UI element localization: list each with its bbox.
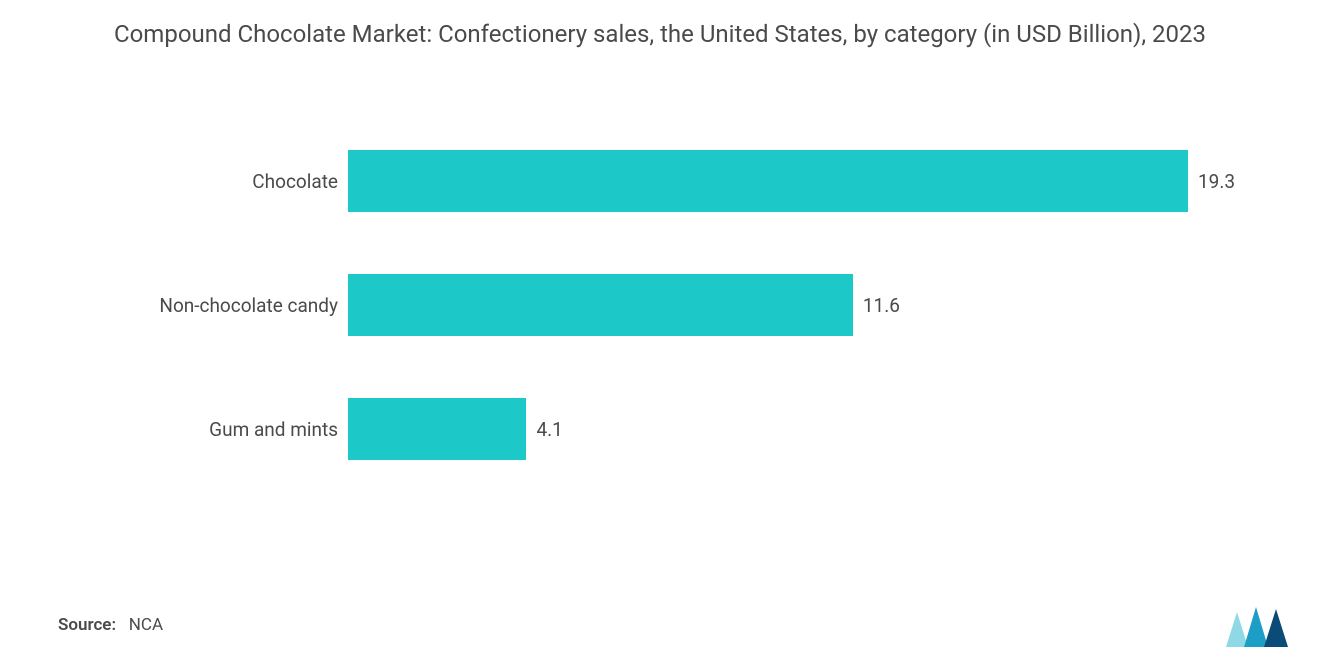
brand-logo-icon: [1226, 607, 1290, 647]
bar-wrap: 19.3: [348, 150, 1235, 212]
bar-wrap: 11.6: [348, 274, 900, 336]
category-label: Gum and mints: [0, 418, 348, 441]
bar: [348, 150, 1188, 212]
value-label: 11.6: [863, 294, 900, 317]
chart-title: Compound Chocolate Market: Confectionery…: [110, 0, 1210, 50]
source-line: Source: NCA: [58, 615, 163, 635]
source-text: NCA: [129, 615, 163, 635]
chart-plot-area: Chocolate 19.3 Non-chocolate candy 11.6 …: [0, 150, 1320, 522]
source-prefix: Source:: [58, 615, 116, 635]
bar: [348, 274, 853, 336]
bar-row: Chocolate 19.3: [0, 150, 1320, 212]
bar-row: Gum and mints 4.1: [0, 398, 1320, 460]
bar-wrap: 4.1: [348, 398, 563, 460]
category-label: Non-chocolate candy: [0, 294, 348, 317]
category-label: Chocolate: [0, 170, 348, 193]
bar-row: Non-chocolate candy 11.6: [0, 274, 1320, 336]
value-label: 4.1: [536, 418, 562, 441]
bar: [348, 398, 526, 460]
value-label: 19.3: [1198, 170, 1235, 193]
